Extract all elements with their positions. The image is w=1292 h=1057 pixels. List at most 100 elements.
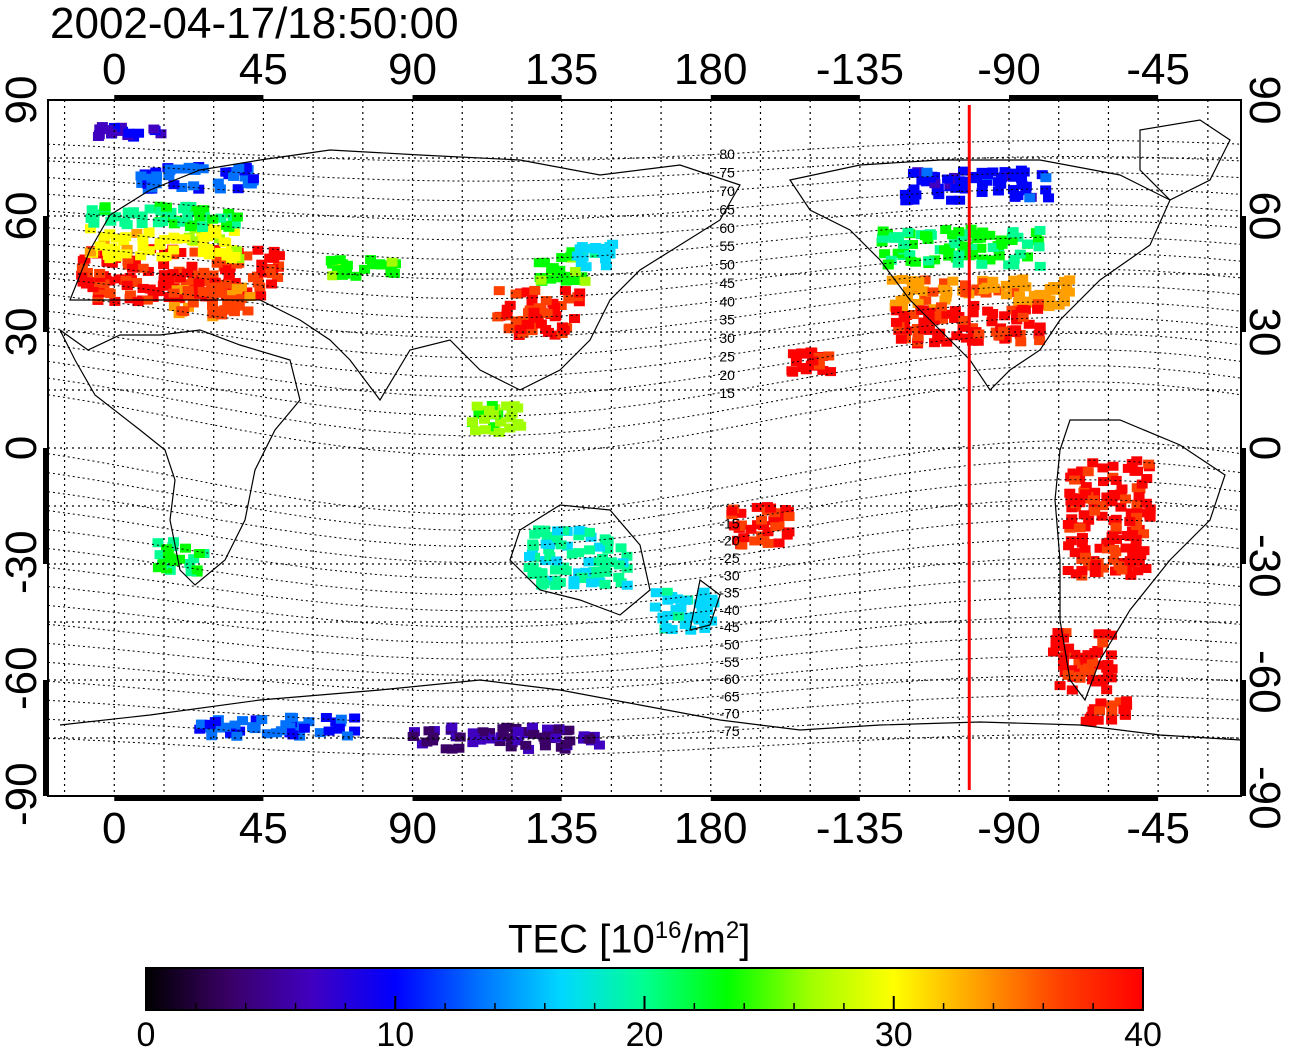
tec-cell: [137, 234, 149, 244]
tec-cell: [957, 243, 969, 253]
tec-cluster: [92, 122, 167, 142]
tec-cell: [207, 214, 219, 224]
tec-cell: [504, 413, 516, 423]
tec-cell: [941, 309, 953, 319]
left-frame-bar: [43, 680, 48, 796]
tec-cell: [1066, 685, 1078, 695]
tec-cell: [155, 206, 167, 216]
tec-cell: [539, 741, 551, 751]
tec-cell: [1120, 494, 1132, 504]
tec-cell: [154, 550, 166, 560]
tec-cell: [890, 299, 902, 309]
tec-cell: [908, 184, 920, 194]
tec-cell: [948, 239, 960, 249]
tec-cell: [574, 244, 586, 254]
tec-cell: [550, 733, 562, 743]
tec-cell: [1094, 706, 1106, 716]
tec-cell: [977, 254, 989, 264]
tec-cell: [535, 319, 547, 329]
tec-cell: [264, 264, 276, 274]
tec-cell: [988, 283, 1000, 293]
tec-cell: [559, 286, 571, 296]
tec-cell: [976, 187, 988, 197]
mlat-label: 70: [719, 183, 735, 199]
tec-cell: [501, 304, 513, 314]
tec-cell: [154, 201, 166, 211]
mlat-label: -20: [719, 533, 739, 549]
tec-cell: [1107, 555, 1119, 565]
tec-cell: [454, 732, 466, 742]
tec-cell: [960, 288, 972, 298]
coastline-antarctica: [59, 679, 1241, 741]
tec-cell: [543, 544, 555, 554]
tec-cell: [110, 233, 122, 243]
top-longitude-tick: 180: [674, 45, 748, 94]
tec-cell: [573, 525, 585, 535]
tec-cell: [220, 722, 232, 732]
mlat-label: -15: [719, 515, 739, 531]
tec-cell: [1020, 282, 1032, 292]
tec-cell: [885, 232, 897, 242]
tec-cell: [332, 265, 344, 275]
tec-cell: [920, 295, 932, 305]
tec-cell: [94, 268, 106, 278]
tec-cell: [1044, 283, 1056, 293]
tec-cell: [242, 306, 254, 316]
tec-cell: [167, 269, 179, 279]
tec-cell: [666, 625, 678, 635]
tec-cell: [1108, 544, 1120, 554]
tec-cell: [528, 307, 540, 317]
left-latitude-tick: -30: [0, 530, 46, 594]
tec-cell: [1090, 648, 1102, 658]
tec-cell: [115, 126, 127, 136]
mlat-label: 65: [719, 201, 735, 217]
bottom-frame-bar: [1009, 796, 1159, 801]
tec-cell: [599, 579, 611, 589]
tec-cell: [599, 254, 611, 264]
tec-cell: [512, 736, 524, 746]
tec-cell: [907, 310, 919, 320]
left-latitude-tick: -60: [0, 646, 46, 710]
tec-cell: [155, 129, 167, 139]
tec-cell: [971, 234, 983, 244]
tec-cell: [919, 275, 931, 285]
colorbar-tick-label: 10: [376, 1016, 415, 1054]
tec-cell: [566, 549, 578, 559]
tec-cell: [152, 218, 164, 228]
left-latitude-tick: 0: [0, 435, 46, 461]
bottom-longitude-tick: -135: [815, 804, 904, 853]
tec-cell: [222, 297, 234, 307]
tec-cell: [221, 305, 233, 315]
mlat-label: 50: [719, 257, 735, 273]
tec-cell: [77, 277, 89, 287]
coastline-greenland: [1139, 119, 1231, 201]
tec-cell: [298, 723, 310, 733]
tec-cell: [1063, 643, 1075, 653]
tec-cell: [613, 572, 625, 582]
tec-cell: [984, 255, 996, 265]
tec-cell: [967, 249, 979, 259]
tec-cell: [576, 272, 588, 282]
tec-cell: [193, 278, 205, 288]
tec-cell: [918, 317, 930, 327]
tec-cell: [604, 249, 616, 259]
tec-cell: [1120, 543, 1132, 553]
tec-cell: [228, 171, 240, 181]
tec-cell: [790, 357, 802, 367]
tec-cell: [756, 515, 768, 525]
mlat-label: -60: [719, 671, 739, 687]
tec-cell: [252, 245, 264, 255]
tec-cell: [902, 190, 914, 200]
tec-cell: [220, 279, 232, 289]
tec-cell: [189, 285, 201, 295]
bottom-longitude-tick: 45: [238, 804, 288, 853]
tec-cell: [586, 578, 598, 588]
tec-cell: [569, 314, 581, 324]
left-latitude-tick: 60: [0, 191, 46, 241]
bottom-longitude-tick: -90: [977, 804, 1041, 853]
tec-cell: [574, 288, 586, 298]
bottom-longitude-tick: 90: [388, 804, 437, 853]
tec-cell: [1108, 491, 1120, 501]
tec-cell: [680, 595, 692, 605]
